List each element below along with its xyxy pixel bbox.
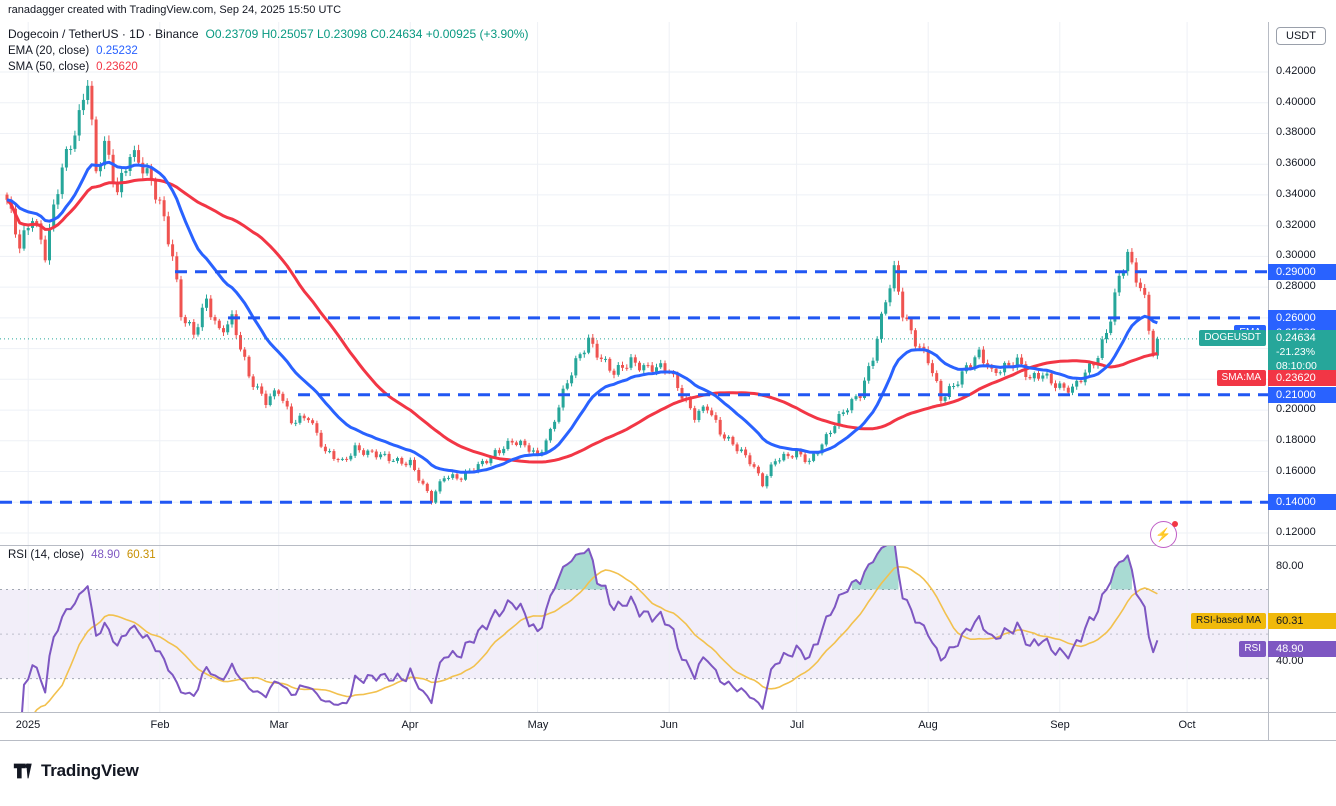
- rsi-value-badge-value: 48.90: [1268, 640, 1336, 657]
- time-axis-label[interactable]: Jul: [789, 719, 805, 731]
- level-badge-021: 0.21000: [1268, 386, 1336, 403]
- tradingview-mark-icon: [13, 763, 32, 779]
- ema-line: [6, 160, 1158, 474]
- flash-icon[interactable]: ⚡: [1150, 521, 1178, 548]
- time-axis-label[interactable]: Feb: [150, 719, 170, 731]
- time-axis-label[interactable]: Sep: [1050, 719, 1070, 731]
- level-badge-014-value: 0.14000: [1268, 494, 1336, 511]
- rsi-line: [21, 545, 1159, 712]
- price-tick: 0.16000: [1276, 464, 1316, 477]
- symbol-price-badge-tag: DOGEUSDT: [1199, 329, 1266, 346]
- level-badge-014: 0.14000: [1268, 494, 1336, 511]
- time-axis-label[interactable]: Aug: [918, 719, 938, 731]
- rsi-value-badge-tag: RSI: [1239, 640, 1266, 657]
- price-tick: 0.30000: [1276, 249, 1316, 262]
- time-axis-label[interactable]: Mar: [269, 719, 289, 731]
- price-tick: 0.42000: [1276, 65, 1316, 77]
- main-chart-pane[interactable]: [0, 22, 1268, 545]
- lightning-glyph: ⚡: [1155, 526, 1172, 542]
- rsi-legend-label[interactable]: RSI (14, close): [8, 549, 85, 561]
- price-tick: 80.00: [1276, 560, 1304, 573]
- price-tick: 0.28000: [1276, 280, 1316, 293]
- sma-legend-label[interactable]: SMA (50, close): [8, 61, 90, 73]
- price-tick: 0.34000: [1276, 187, 1316, 200]
- level-badge-026: 0.26000: [1268, 309, 1336, 326]
- level-badge-026-value: 0.26000: [1268, 309, 1336, 326]
- rsi-ma-badge-value: 60.31: [1268, 613, 1336, 630]
- price-tick: 0.32000: [1276, 218, 1316, 231]
- notification-dot: [1172, 521, 1178, 527]
- symbol-title[interactable]: Dogecoin / TetherUS · 1D · Binance: [8, 27, 199, 41]
- symbol-price-badge: DOGEUSDT 0.24634 -21.23% 08:10:00: [1199, 329, 1336, 374]
- brand-text: TradingView: [41, 761, 139, 780]
- rsi-ma-badge: RSI-based MA 60.31: [1190, 613, 1336, 630]
- ema-legend-value: 0.25232: [96, 45, 138, 57]
- price-tick: 0.20000: [1276, 403, 1316, 416]
- time-axis-label[interactable]: Oct: [1178, 719, 1196, 731]
- currency-label[interactable]: USDT: [1276, 27, 1326, 45]
- sma-price-badge-value: 0.23620: [1268, 370, 1336, 387]
- axis-separator: [0, 712, 1336, 713]
- time-axis-label[interactable]: Apr: [401, 719, 419, 731]
- price-tick: 0.40000: [1276, 95, 1316, 108]
- rsi-gridlines: [0, 545, 1268, 712]
- sma-line: [5, 177, 1158, 464]
- level-badge-029-value: 0.29000: [1268, 263, 1336, 280]
- rsi-legend: RSI (14, close) 48.90 60.31: [8, 549, 156, 565]
- symbol-price-badge-value: 0.24634 -21.23% 08:10:00: [1268, 329, 1336, 374]
- time-axis[interactable]: [0, 712, 1268, 740]
- support-resistance-lines[interactable]: [0, 270, 1268, 504]
- price-tick: 0.38000: [1276, 126, 1316, 139]
- chart-legend: Dogecoin / TetherUS · 1D · Binance O0.23…: [8, 27, 528, 77]
- pane-separator[interactable]: [0, 545, 1336, 546]
- main-gridlines: [0, 22, 1268, 545]
- sma-legend-value: 0.23620: [96, 61, 138, 73]
- level-badge-029: 0.29000: [1268, 263, 1336, 280]
- rsi-ma-badge-tag: RSI-based MA: [1190, 613, 1266, 630]
- level-badge-021-value: 0.21000: [1268, 386, 1336, 403]
- sma-price-badge-tag: SMA:MA: [1216, 370, 1266, 387]
- sma-price-badge: SMA:MA 0.23620: [1216, 370, 1336, 387]
- rsi-ma-line: [34, 565, 1158, 712]
- chart-bottom-border: [0, 740, 1336, 741]
- time-axis-label[interactable]: May: [527, 719, 549, 731]
- ema-legend-label[interactable]: EMA (20, close): [8, 45, 90, 57]
- ohlc-values: O0.23709 H0.25057 L0.23098 C0.24634 +0.0…: [205, 27, 529, 41]
- price-tick: 0.36000: [1276, 157, 1316, 170]
- time-axis-label[interactable]: 2025: [15, 719, 41, 731]
- price-tick: 40.00: [1276, 655, 1304, 668]
- rsi-legend-value: 48.90: [91, 549, 120, 561]
- price-tick: 0.18000: [1276, 433, 1316, 446]
- price-tick: 0.12000: [1276, 526, 1316, 538]
- rsi-value-badge: RSI 48.90: [1239, 640, 1336, 657]
- time-axis-label[interactable]: Jun: [660, 719, 678, 731]
- attribution-text: ranadagger created with TradingView.com,…: [8, 4, 342, 16]
- rsi-ma-legend-value: 60.31: [126, 549, 156, 561]
- tradingview-logo[interactable]: TradingView: [12, 760, 139, 782]
- rsi-overbought-fill: [554, 545, 1132, 590]
- rsi-pane[interactable]: [0, 545, 1268, 712]
